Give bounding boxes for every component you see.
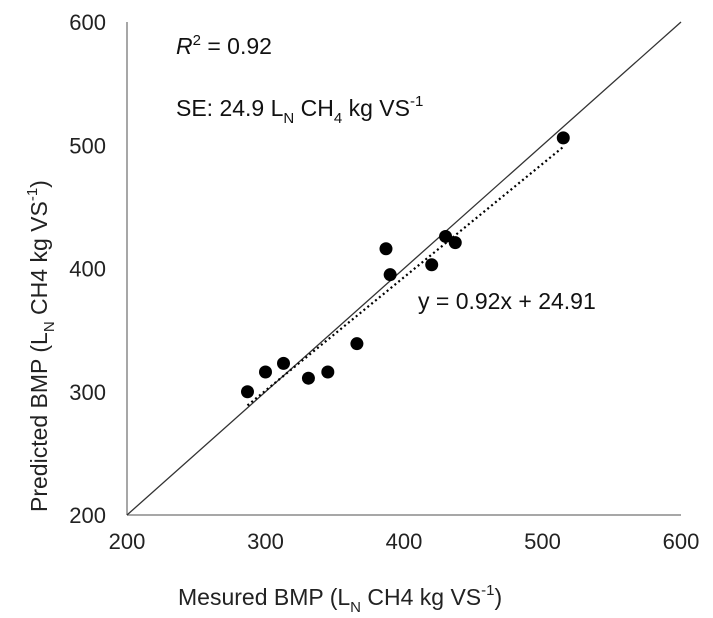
x-tick-labels: 200 300 400 500 600 <box>109 529 700 554</box>
y-tick-labels: 200 300 400 500 600 <box>69 10 106 528</box>
data-point <box>277 356 291 370</box>
r2-value: = 0.92 <box>201 33 272 59</box>
data-point <box>383 268 397 282</box>
data-point <box>301 371 315 385</box>
y-label-sup: -1 <box>24 188 41 201</box>
y-label-rest: CH4 kg VS <box>26 201 52 321</box>
se-sup: -1 <box>410 93 423 110</box>
data-point <box>350 337 364 351</box>
data-point <box>379 242 393 256</box>
se-rest: kg VS <box>342 95 410 121</box>
y-label-sub: N <box>41 321 58 332</box>
y-tick-label: 200 <box>69 503 106 528</box>
y-label-close: ) <box>26 180 52 188</box>
se-sub2: 4 <box>334 110 342 127</box>
y-label-main: Predicted BMP (L <box>26 332 52 512</box>
x-label-sub: N <box>350 599 361 616</box>
trend-line <box>246 145 564 407</box>
x-label-close: ) <box>494 584 502 610</box>
data-point <box>425 258 439 272</box>
data-point <box>439 229 453 243</box>
x-tick-label: 600 <box>663 529 700 554</box>
se-sub: N <box>283 110 294 127</box>
trend-equation: y = 0.92x + 24.91 <box>418 288 596 314</box>
y-tick-label: 600 <box>69 10 106 35</box>
x-label-main: Mesured BMP (L <box>178 584 350 610</box>
identity-line <box>126 21 682 516</box>
y-tick-label: 300 <box>69 380 106 405</box>
x-label-rest: CH4 kg VS <box>361 584 481 610</box>
data-point <box>259 365 272 379</box>
r2-sup: 2 <box>193 32 201 49</box>
se-annotation: SE: 24.9 LN CH4 kg VS-1 <box>176 93 423 127</box>
x-label-sup: -1 <box>481 582 494 599</box>
r-squared-annotation: R2 = 0.92 <box>176 32 272 59</box>
se-prefix: SE: 24.9 L <box>176 95 284 121</box>
data-point <box>556 131 570 145</box>
x-tick-label: 400 <box>386 529 423 554</box>
y-tick-label: 500 <box>69 133 106 158</box>
x-axis-label: Mesured BMP (LN CH4 kg VS-1) <box>178 582 502 616</box>
x-tick-label: 500 <box>524 529 561 554</box>
y-axis-label: Predicted BMP (LN CH4 kg VS-1) <box>24 180 58 512</box>
y-tick-label: 400 <box>69 257 106 282</box>
x-tick-label: 300 <box>247 529 284 554</box>
data-point <box>240 385 254 399</box>
data-points <box>240 131 570 399</box>
r2-var: R <box>176 33 193 59</box>
data-point <box>448 236 462 250</box>
x-tick-label: 200 <box>109 529 146 554</box>
data-point <box>321 365 335 379</box>
se-mid: CH <box>294 95 334 121</box>
